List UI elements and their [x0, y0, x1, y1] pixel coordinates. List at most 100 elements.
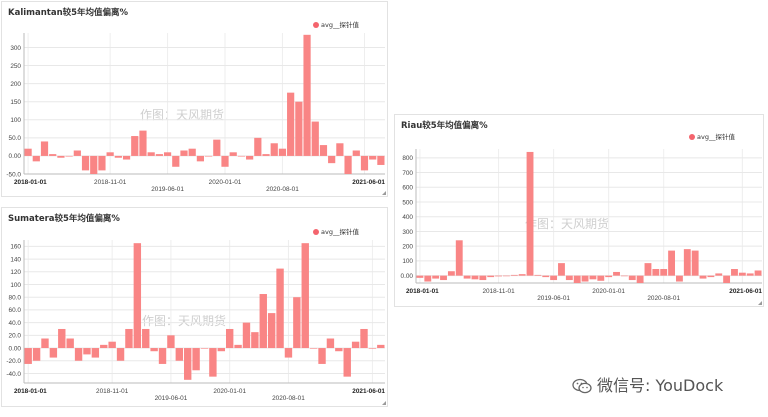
bar	[550, 275, 558, 281]
y-tick-label: 300	[402, 229, 413, 236]
bar	[196, 155, 204, 162]
chart-legend[interactable]: avg__探针值	[689, 131, 735, 141]
bar	[319, 145, 328, 156]
bar	[167, 335, 175, 349]
y-tick-label: 200	[402, 243, 413, 250]
bar	[254, 137, 262, 156]
bar	[534, 274, 542, 276]
bar	[125, 328, 133, 349]
x-tick-label: 2019-06-01	[537, 295, 570, 302]
bar	[318, 348, 326, 364]
x-tick-label: 2021-06-01	[729, 288, 762, 295]
x-tick-label: 2019-06-01	[155, 395, 188, 402]
bar	[278, 148, 287, 156]
y-tick-label: 500	[402, 199, 413, 206]
bar	[463, 275, 471, 279]
legend-dot-icon	[313, 229, 319, 235]
bar	[147, 152, 155, 156]
bar	[49, 348, 58, 358]
bar	[229, 152, 237, 156]
y-tick-label: 300	[10, 45, 21, 52]
x-tick-label: 2021-06-01	[352, 179, 385, 186]
bar	[90, 155, 98, 174]
bar	[510, 274, 518, 276]
bar	[259, 294, 267, 349]
resize-handle-icon[interactable]	[382, 401, 386, 405]
chart-panel-sumatera: Sumatera较5年均值偏离% avg__探针值 作图：天风期货 160 140…	[1, 207, 388, 407]
bar	[344, 155, 352, 174]
legend-label: avg__探针值	[321, 21, 359, 29]
y-tick-label: 800	[402, 155, 413, 162]
bar	[691, 250, 699, 276]
bar	[284, 348, 293, 358]
x-tick-label: 2018-01-01	[14, 179, 47, 186]
wechat-icon	[572, 378, 592, 394]
legend-label: avg__探针值	[321, 228, 359, 236]
bar	[287, 92, 295, 156]
bar	[303, 34, 311, 156]
y-tick-label: 0.00	[401, 273, 414, 280]
bar	[683, 249, 691, 276]
bar	[558, 263, 565, 276]
x-tick-label: 2018-11-01	[94, 179, 127, 186]
bar	[360, 328, 368, 349]
wechat-branding: 微信号: YouDock	[572, 372, 723, 396]
bar	[432, 275, 440, 279]
x-tick-label: 2020-08-01	[266, 186, 299, 193]
y-tick-label: 20.0	[9, 333, 22, 340]
bar	[246, 155, 254, 160]
bar	[114, 155, 122, 158]
bar	[295, 101, 303, 156]
bar	[309, 348, 318, 349]
bar	[221, 155, 229, 167]
x-tick-label: 2019-06-01	[151, 186, 184, 193]
bar	[262, 154, 270, 156]
bar	[73, 150, 81, 156]
resize-handle-icon[interactable]	[382, 191, 386, 195]
bar	[58, 328, 66, 349]
resize-handle-icon[interactable]	[758, 301, 762, 305]
bar	[447, 271, 455, 276]
chart-legend[interactable]: avg__探针值	[313, 19, 359, 29]
y-tick-label: 100	[10, 117, 21, 124]
chart-legend[interactable]: avg__探针值	[313, 226, 359, 236]
bar	[49, 154, 57, 156]
y-tick-label: 140	[10, 256, 21, 263]
y-tick-label: 700	[402, 170, 413, 177]
bar	[487, 275, 495, 278]
bar	[495, 275, 502, 277]
bar	[184, 348, 192, 380]
bar	[91, 348, 100, 358]
bar	[723, 275, 731, 283]
bar	[163, 152, 172, 156]
chart-panel-kalimantan: Kalimantan较5年均值偏离% avg__探针值 作图：天风期货 300 2…	[1, 1, 388, 197]
bar	[98, 155, 106, 171]
y-tick-label: 60.0	[9, 307, 22, 314]
bar	[40, 141, 49, 156]
watermark: 作图：天风期货	[525, 217, 610, 231]
x-tick-label: 2018-11-01	[96, 388, 129, 395]
bar	[66, 338, 74, 349]
watermark: 作图：天风期货	[140, 108, 225, 122]
bar	[652, 269, 660, 276]
bar	[242, 322, 251, 349]
y-tick-label: 0.00	[9, 153, 22, 160]
bar	[172, 155, 180, 167]
chart-panel-riau: Riau较5年均值偏离% avg__探针值 作图：天风期货 800 700 600 5…	[394, 114, 764, 307]
watermark: 作图：天风期货	[142, 314, 227, 328]
bar	[180, 150, 188, 156]
chart-title: Sumatera较5年均值偏离%	[8, 214, 120, 224]
bar	[139, 130, 147, 156]
bar	[589, 275, 597, 280]
bar	[377, 344, 385, 349]
bar	[311, 121, 319, 156]
bar	[24, 348, 32, 364]
bar	[251, 332, 259, 349]
bar	[175, 348, 184, 361]
bar	[328, 155, 336, 164]
bar	[83, 348, 91, 355]
y-tick-label: 120	[10, 269, 21, 276]
bar	[188, 148, 196, 156]
bar	[155, 154, 163, 156]
bar	[234, 344, 242, 349]
